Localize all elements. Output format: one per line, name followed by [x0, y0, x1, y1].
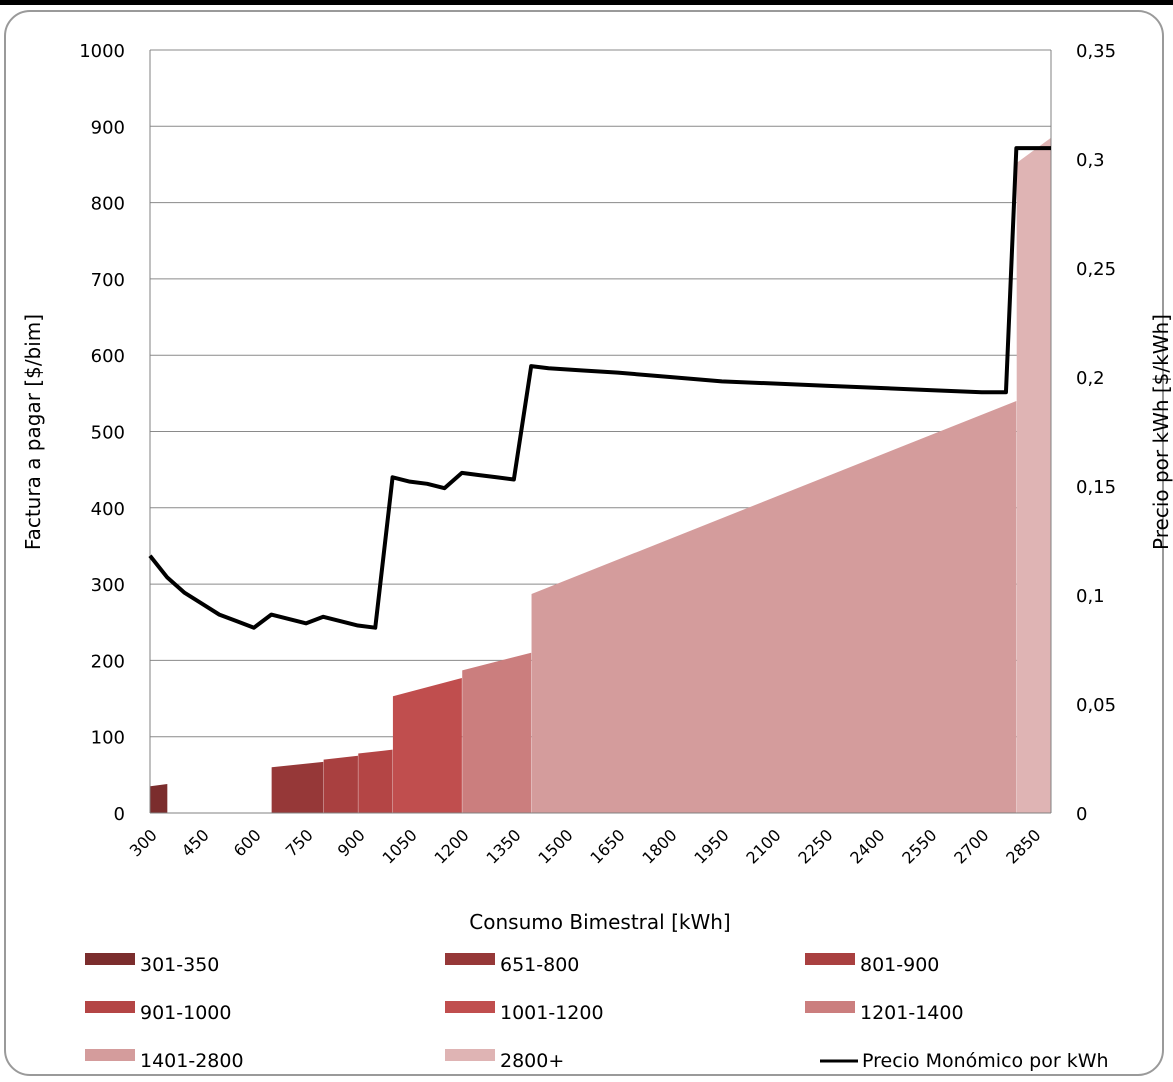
area-801-900	[323, 755, 358, 813]
area-1201-1400	[462, 652, 532, 813]
area-2800+	[1016, 137, 1051, 813]
x-tick-label: 2850	[1002, 825, 1044, 867]
y2-tick-label: 0,05	[1076, 695, 1116, 716]
x-tick-label: 750	[282, 825, 317, 860]
x-tick-label: 450	[178, 825, 213, 860]
x-tick-label: 1350	[482, 825, 524, 867]
legend-label: 901-1000	[140, 1002, 231, 1024]
y-tick-label: 700	[91, 270, 125, 291]
y-axis-label: Factura a pagar [$/bim]	[21, 314, 45, 550]
x-tick-label: 2250	[794, 825, 836, 867]
legend-label: 1201-1400	[860, 1002, 964, 1024]
y2-tick-label: 0,25	[1076, 259, 1116, 280]
right-axis-ticks: 0 0,05 0,1 0,15 0,2 0,25 0,3 0,35	[1076, 41, 1116, 825]
x-tick-label: 2700	[950, 825, 992, 867]
top-border	[0, 0, 1173, 5]
legend-swatch	[805, 1001, 855, 1013]
area-901-1000	[358, 749, 393, 813]
x-tick-label: 1200	[430, 825, 472, 867]
x-tick-label: 1950	[690, 825, 732, 867]
legend-label: Precio Monómico por kWh	[862, 1050, 1109, 1072]
price-line	[148, 146, 1051, 630]
y2-tick-label: 0,1	[1076, 586, 1105, 607]
y2-tick-label: 0,35	[1076, 41, 1116, 62]
x-tick-label: 1800	[638, 825, 680, 867]
y-tick-label: 800	[91, 194, 125, 215]
y-tick-label: 900	[91, 117, 125, 138]
price-line-path	[148, 146, 1051, 630]
legend-label: 651-800	[500, 954, 579, 976]
x-axis-label: Consumo Bimestral [kWh]	[469, 910, 730, 934]
y-tick-label: 0	[114, 804, 125, 825]
left-axis-ticks: 0 100 200 300 400 500 600 700 800 900 1000	[79, 41, 125, 825]
legend: 301-350 651-800 801-900 901-1000 1001-1200 12…	[85, 953, 1109, 1072]
y2-tick-label: 0,3	[1076, 150, 1105, 171]
legend-swatch	[85, 1001, 135, 1013]
y-tick-label: 300	[91, 575, 125, 596]
area-1401-2800	[531, 400, 1017, 813]
area-series	[150, 137, 1051, 813]
x-tick-label: 1650	[586, 825, 628, 867]
legend-label: 801-900	[860, 954, 939, 976]
x-axis-ticks: 300 450 600 750 900 1050 1200 1350 1500 1650 1800 1…	[126, 825, 1045, 867]
y-tick-label: 600	[91, 346, 125, 367]
x-tick-label: 900	[334, 825, 369, 860]
legend-swatch	[445, 1049, 495, 1061]
y-tick-label: 400	[91, 499, 125, 520]
y-tick-label: 200	[91, 651, 125, 672]
y2-tick-label: 0,15	[1076, 477, 1116, 498]
x-tick-label: 1050	[379, 825, 421, 867]
y-tick-label: 1000	[79, 41, 125, 62]
y2-axis-label: Precio por kWh [$/kWh]	[1149, 314, 1173, 550]
legend-swatch	[445, 1001, 495, 1013]
x-tick-label: 2550	[898, 825, 940, 867]
legend-label: 1001-1200	[500, 1002, 604, 1024]
x-tick-label: 600	[230, 825, 265, 860]
legend-swatch	[805, 953, 855, 965]
legend-swatch	[85, 953, 135, 965]
x-tick-label: 1500	[534, 825, 576, 867]
legend-label: 1401-2800	[140, 1050, 244, 1072]
x-tick-label: 300	[126, 825, 161, 860]
legend-label: 2800+	[500, 1050, 564, 1072]
legend-label: 301-350	[140, 954, 219, 976]
legend-swatch	[445, 953, 495, 965]
y-tick-label: 500	[91, 423, 125, 444]
area-651-800	[271, 761, 324, 813]
y2-tick-label: 0	[1076, 804, 1087, 825]
x-tick-label: 2100	[742, 825, 784, 867]
legend-swatch	[85, 1049, 135, 1061]
area-1001-1200	[392, 677, 462, 813]
area-301-350	[150, 784, 168, 813]
axes	[149, 50, 1052, 814]
y2-tick-label: 0,2	[1076, 368, 1105, 389]
y-tick-label: 100	[91, 728, 125, 749]
x-tick-label: 2400	[846, 825, 888, 867]
